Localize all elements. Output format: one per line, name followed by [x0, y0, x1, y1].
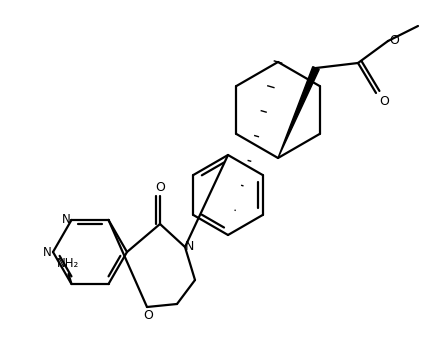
- Text: O: O: [379, 95, 389, 108]
- Text: O: O: [155, 181, 165, 194]
- Text: NH₂: NH₂: [57, 257, 80, 270]
- Text: O: O: [389, 34, 399, 47]
- Text: O: O: [143, 309, 153, 322]
- Polygon shape: [278, 67, 319, 158]
- Text: N: N: [43, 246, 52, 259]
- Text: N: N: [62, 213, 71, 226]
- Text: N: N: [185, 239, 194, 252]
